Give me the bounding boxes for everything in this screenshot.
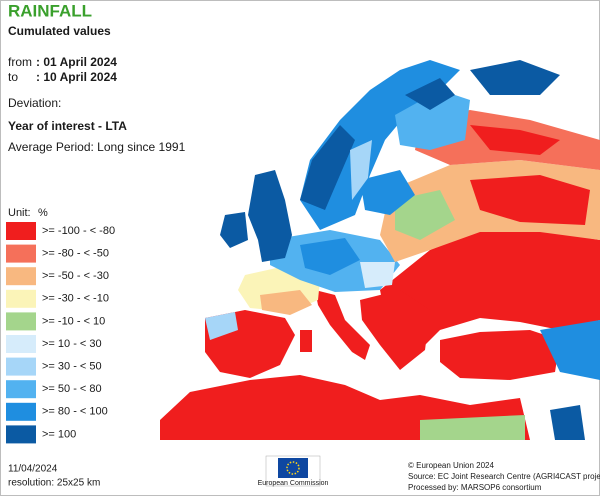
copyright: © European Union 2024 [408, 461, 495, 470]
deviation-label: Deviation: [8, 96, 61, 110]
legend-label: >= -30 - < -10 [42, 293, 109, 305]
eu-logo: European Commission [258, 455, 329, 487]
from-value: : 01 April 2024 [36, 55, 117, 69]
rainfall-region [300, 238, 360, 275]
rainfall-region [470, 175, 590, 225]
rainfall-region [360, 290, 430, 370]
legend-label: >= 50 - < 80 [42, 383, 102, 395]
legend-label: >= -80 - < -50 [42, 248, 109, 260]
rainfall-region [220, 212, 248, 248]
rainfall-region [360, 262, 395, 288]
rainfall-region [300, 330, 312, 352]
map [160, 60, 600, 440]
rainfall-region [300, 125, 355, 210]
from-label: from [8, 55, 32, 69]
legend-swatch [6, 357, 36, 376]
processed-by: Processed by: MARSOP6 consortium [408, 483, 542, 492]
legend-swatch [6, 289, 36, 308]
rainfall-region [360, 170, 415, 215]
rainfall-region [395, 90, 470, 150]
legend-label: >= -100 - < -80 [42, 225, 115, 237]
legend-label: >= 80 - < 100 [42, 406, 108, 418]
to-value: : 10 April 2024 [36, 70, 117, 84]
rainfall-region [205, 312, 238, 340]
rainfall-region [395, 190, 455, 240]
rainfall-region [420, 415, 525, 440]
legend-swatch [6, 335, 36, 353]
legend-swatch [6, 267, 36, 286]
unit: % [38, 207, 48, 219]
rainfall-region [350, 140, 372, 200]
legend-label: >= 30 - < 50 [42, 361, 102, 373]
legend-swatch [6, 380, 36, 399]
legend: >= -100 - < -80 >= -80 - < -50 >= -50 - < … [6, 222, 115, 444]
rainfall-region [315, 290, 370, 360]
rainfall-region [405, 78, 455, 110]
subtitle: Cumulated values [8, 24, 111, 38]
legend-swatch [6, 425, 36, 444]
legend-label: >= -10 - < 10 [42, 315, 105, 327]
rainfall-region [380, 230, 600, 360]
legend-swatch [6, 312, 36, 331]
rainfall-region [470, 60, 560, 95]
rainfall-region [440, 330, 560, 380]
legend-swatch [6, 402, 36, 421]
rainfall-region [540, 320, 600, 380]
date: 11/04/2024 [8, 464, 58, 475]
title: RAINFALL [8, 1, 92, 20]
unit-label: Unit: [8, 207, 31, 219]
deviation-value: Year of interest - LTA [8, 119, 127, 133]
rainfall-region [248, 170, 292, 262]
legend-label: >= 10 - < 30 [42, 338, 102, 350]
source: Source: EC Joint Research Centre (AGRI4C… [408, 472, 600, 481]
rainfall-region [470, 125, 560, 155]
legend-swatch [6, 244, 36, 263]
legend-label: >= 100 [42, 428, 76, 440]
logo-text: European Commission [258, 480, 329, 487]
rainfall-region [260, 290, 312, 315]
legend-label: >= -50 - < -30 [42, 270, 109, 282]
average-period: Average Period: Long since 1991 [8, 140, 186, 154]
resolution: resolution: 25x25 km [8, 478, 100, 489]
rainfall-region [550, 405, 585, 440]
eu-stars [286, 461, 300, 475]
to-label: to [8, 70, 18, 84]
legend-swatch [6, 222, 36, 240]
eu-flag [278, 458, 308, 478]
